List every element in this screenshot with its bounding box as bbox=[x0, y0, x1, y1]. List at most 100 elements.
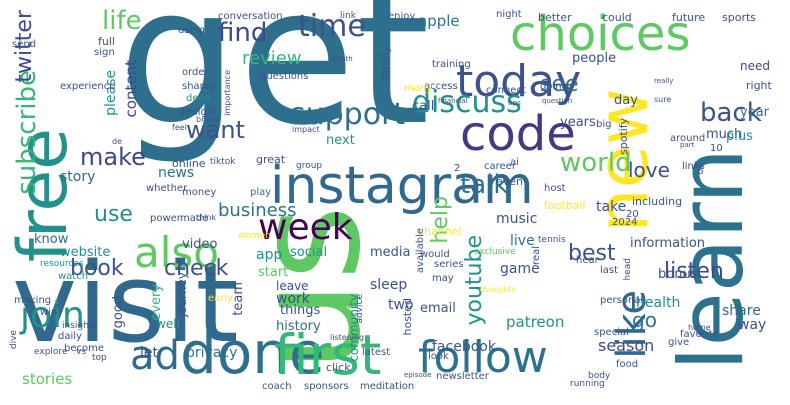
word: live bbox=[510, 233, 535, 249]
word: team bbox=[231, 282, 246, 316]
word: importance bbox=[223, 70, 232, 116]
word: conversation bbox=[218, 11, 283, 22]
word: host bbox=[544, 183, 566, 194]
word: big bbox=[596, 119, 612, 130]
word: online bbox=[172, 157, 206, 170]
word: insights bbox=[62, 321, 98, 331]
word: call bbox=[412, 99, 435, 114]
word: good bbox=[111, 296, 126, 329]
word: 20 bbox=[626, 209, 639, 220]
word: vs bbox=[76, 347, 87, 357]
word: made bbox=[180, 213, 209, 224]
word: real bbox=[531, 246, 542, 265]
word: available bbox=[415, 228, 426, 274]
word: series bbox=[434, 259, 464, 270]
word: financial bbox=[438, 97, 468, 105]
word: plus bbox=[726, 129, 753, 144]
word: think bbox=[196, 213, 217, 222]
word: music bbox=[496, 211, 538, 227]
word: business bbox=[218, 200, 297, 221]
word: things bbox=[280, 303, 321, 318]
word: access bbox=[424, 81, 458, 92]
word: know bbox=[34, 232, 69, 247]
word: hear bbox=[576, 255, 599, 266]
word: spotify bbox=[617, 118, 630, 156]
word: sleep bbox=[370, 277, 408, 293]
word: well bbox=[156, 317, 180, 331]
word: head bbox=[623, 258, 633, 281]
word: bonus bbox=[658, 267, 698, 282]
word: journey bbox=[175, 272, 189, 318]
word: make bbox=[80, 143, 146, 171]
word: website bbox=[60, 245, 111, 260]
word: 10 bbox=[710, 143, 723, 154]
word: 5 bbox=[698, 167, 704, 177]
word: season bbox=[598, 336, 655, 355]
word: daily bbox=[58, 331, 82, 342]
word: share bbox=[722, 303, 761, 319]
word: deep bbox=[186, 93, 211, 104]
word: power bbox=[150, 213, 181, 224]
word: news bbox=[158, 165, 195, 181]
word: talk bbox=[460, 170, 509, 200]
word: tiktok bbox=[210, 157, 236, 167]
word: coach bbox=[262, 381, 292, 392]
word: also bbox=[134, 228, 219, 277]
word: start bbox=[258, 265, 289, 280]
word: listen bbox=[664, 259, 724, 284]
word: feel bbox=[172, 123, 187, 132]
word: please bbox=[103, 70, 119, 116]
word: football bbox=[544, 199, 586, 212]
word: explore bbox=[34, 347, 68, 357]
word: body bbox=[588, 371, 611, 381]
word: work bbox=[276, 291, 310, 307]
word: day bbox=[614, 93, 638, 108]
word: impact bbox=[292, 125, 320, 134]
word: personal bbox=[600, 295, 644, 306]
word: people bbox=[572, 51, 617, 66]
word: review bbox=[242, 48, 302, 69]
word: questions bbox=[260, 71, 309, 82]
word: instagram bbox=[270, 156, 534, 216]
word: play bbox=[250, 187, 272, 198]
word: stories bbox=[22, 370, 73, 388]
word: women bbox=[238, 231, 271, 241]
word: connect bbox=[486, 85, 526, 96]
word: sponsors bbox=[304, 381, 349, 392]
word: world bbox=[560, 148, 632, 178]
word: could bbox=[602, 11, 632, 24]
word: resources bbox=[40, 259, 84, 269]
word: latest bbox=[362, 347, 391, 358]
word: next bbox=[326, 133, 355, 148]
word: become bbox=[64, 343, 105, 354]
word: story bbox=[60, 169, 96, 185]
word: tips bbox=[508, 99, 521, 107]
word: two bbox=[388, 297, 414, 313]
word: choices bbox=[510, 6, 691, 62]
word: love bbox=[628, 158, 670, 182]
word: food bbox=[616, 359, 639, 370]
word: top bbox=[92, 353, 107, 363]
word: take bbox=[596, 199, 627, 215]
word: back bbox=[700, 98, 762, 128]
word: career bbox=[484, 161, 516, 172]
word: newsletter bbox=[436, 371, 489, 382]
word: find bbox=[218, 18, 268, 48]
word: special bbox=[594, 327, 629, 338]
word: ai bbox=[510, 157, 519, 168]
word: break bbox=[196, 115, 219, 124]
word: future bbox=[672, 11, 706, 24]
word: years bbox=[560, 115, 596, 130]
word: patreon bbox=[506, 313, 565, 331]
word: really bbox=[654, 77, 674, 85]
word: video bbox=[182, 237, 218, 252]
word: money bbox=[182, 187, 217, 198]
word: episode bbox=[404, 371, 432, 379]
word: every bbox=[149, 284, 164, 321]
word: links bbox=[682, 161, 705, 172]
word: full bbox=[98, 35, 115, 48]
word: shares bbox=[182, 81, 215, 92]
word: sure bbox=[654, 95, 672, 104]
word: early bbox=[208, 293, 234, 304]
word: much bbox=[706, 127, 743, 142]
